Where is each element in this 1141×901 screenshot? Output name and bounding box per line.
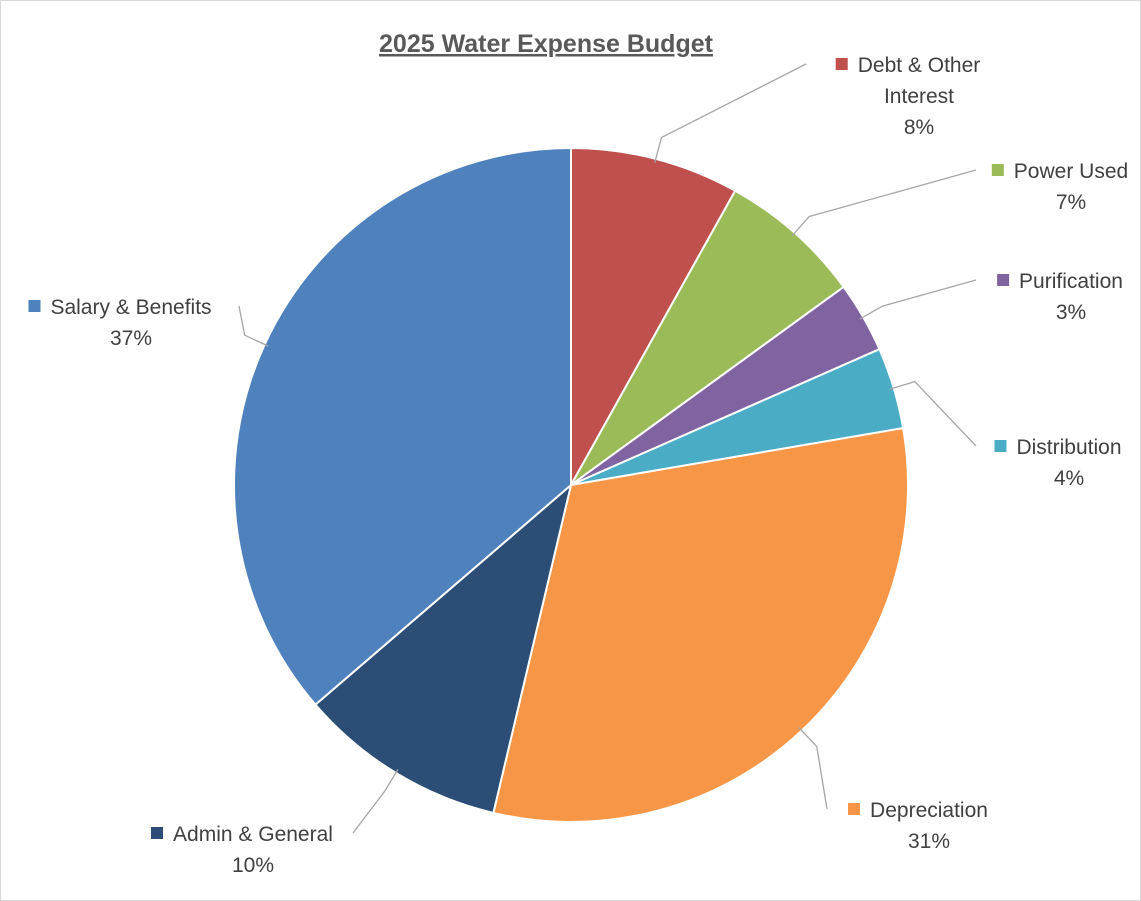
leader-lines-layer xyxy=(238,63,977,834)
legend-key-purification xyxy=(997,274,1010,286)
legend-key-salary-and-benefits xyxy=(28,300,41,312)
leader-line-purification xyxy=(859,279,977,320)
leader-line-depreciation xyxy=(798,727,828,810)
legend-key-depreciation xyxy=(848,803,860,815)
data-labels-layer: Debt & Other Interest 8% Power Used 7% Purifi… xyxy=(28,54,1128,877)
data-label-percent-debt-and-other-interest: 8% xyxy=(904,116,934,139)
leader-line-power-used xyxy=(791,169,977,237)
leader-line-distribution xyxy=(889,380,977,447)
data-label-name-debt-and-other-interest: Debt & Other xyxy=(858,54,981,77)
data-label-power-used: Power Used 7% xyxy=(991,160,1128,214)
data-label-name-admin-and-general: Admin & General xyxy=(173,823,333,846)
data-label-name-power-used: Power Used xyxy=(1014,160,1128,183)
data-label-name-debt-and-other-interest: Interest xyxy=(884,85,954,108)
data-label-name-depreciation: Depreciation xyxy=(870,799,988,822)
data-label-percent-distribution: 4% xyxy=(1054,467,1084,490)
data-label-distribution: Distribution 4% xyxy=(994,436,1122,490)
data-label-percent-salary-and-benefits: 37% xyxy=(110,327,152,350)
chart-title: 2025 Water Expense Budget xyxy=(379,30,714,58)
legend-key-distribution xyxy=(994,440,1007,452)
data-label-percent-power-used: 7% xyxy=(1056,191,1086,214)
data-label-name-salary-and-benefits: Salary & Benefits xyxy=(50,296,211,319)
slices-layer xyxy=(233,146,909,823)
leader-line-salary-and-benefits xyxy=(238,305,269,347)
legend-key-debt-and-other-interest xyxy=(835,58,848,70)
data-label-percent-admin-and-general: 10% xyxy=(232,854,274,877)
data-label-debt-and-other-interest: Debt & Other Interest 8% xyxy=(835,54,981,139)
legend-key-admin-and-general xyxy=(151,827,163,839)
data-label-name-purification: Purification xyxy=(1019,270,1123,293)
data-label-salary-and-benefits: Salary & Benefits 37% xyxy=(28,296,212,350)
data-label-admin-and-general: Admin & General 10% xyxy=(151,823,333,877)
data-label-depreciation: Depreciation 31% xyxy=(848,799,988,853)
data-label-purification: Purification 3% xyxy=(997,270,1123,324)
leader-line-admin-and-general xyxy=(352,769,399,834)
data-label-name-distribution: Distribution xyxy=(1016,436,1121,459)
legend-key-power-used xyxy=(991,164,1004,176)
data-label-percent-depreciation: 31% xyxy=(908,830,950,853)
data-label-percent-purification: 3% xyxy=(1056,301,1086,324)
leader-line-debt-and-other-interest xyxy=(654,63,807,163)
